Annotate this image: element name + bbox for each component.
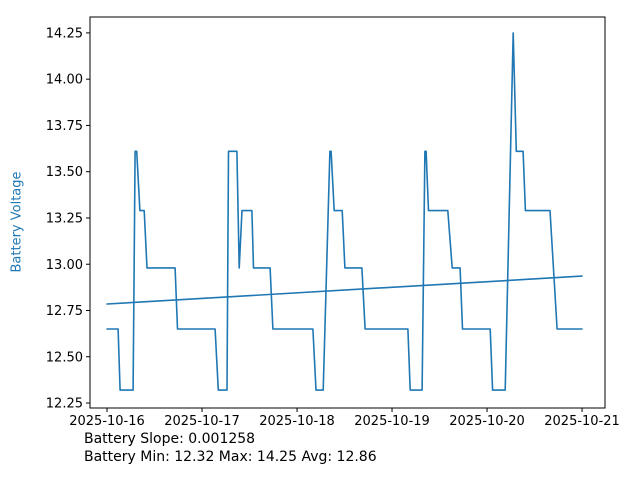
x-tick-label: 2025-10-17 (164, 414, 240, 429)
y-tick-label: 12.25 (46, 397, 83, 412)
y-tick-label: 12.75 (46, 304, 83, 319)
y-axis-label: Battery Voltage (9, 171, 25, 273)
battery-voltage-line (106, 32, 583, 391)
x-tick-label: 2025-10-19 (354, 414, 430, 429)
annotation-min-max-avg: Battery Min: 12.32 Max: 14.25 Avg: 12.86 (84, 449, 377, 465)
annotation-slope: Battery Slope: 0.001258 (84, 431, 256, 447)
y-tick-label: 13.75 (46, 119, 83, 134)
x-tick-label: 2025-10-20 (449, 414, 525, 429)
y-tick-label: 14.00 (46, 73, 83, 88)
x-tick-label: 2025-10-16 (69, 414, 145, 429)
x-tick-label: 2025-10-21 (544, 414, 620, 429)
y-tick-label: 13.50 (46, 165, 83, 180)
x-axis: 2025-10-16 2025-10-17 2025-10-18 2025-10-19… (69, 408, 620, 429)
battery-trend-line (106, 275, 583, 305)
y-axis: 12.25 12.50 12.75 13.00 13.25 13.50 13.75 14.00… (46, 26, 90, 412)
x-tick-label: 2025-10-18 (259, 414, 335, 429)
plot-frame (89, 16, 606, 409)
y-tick-label: 14.25 (46, 26, 83, 41)
y-tick-label: 12.50 (46, 350, 83, 365)
y-tick-label: 13.00 (46, 258, 83, 273)
y-tick-label: 13.25 (46, 212, 83, 227)
